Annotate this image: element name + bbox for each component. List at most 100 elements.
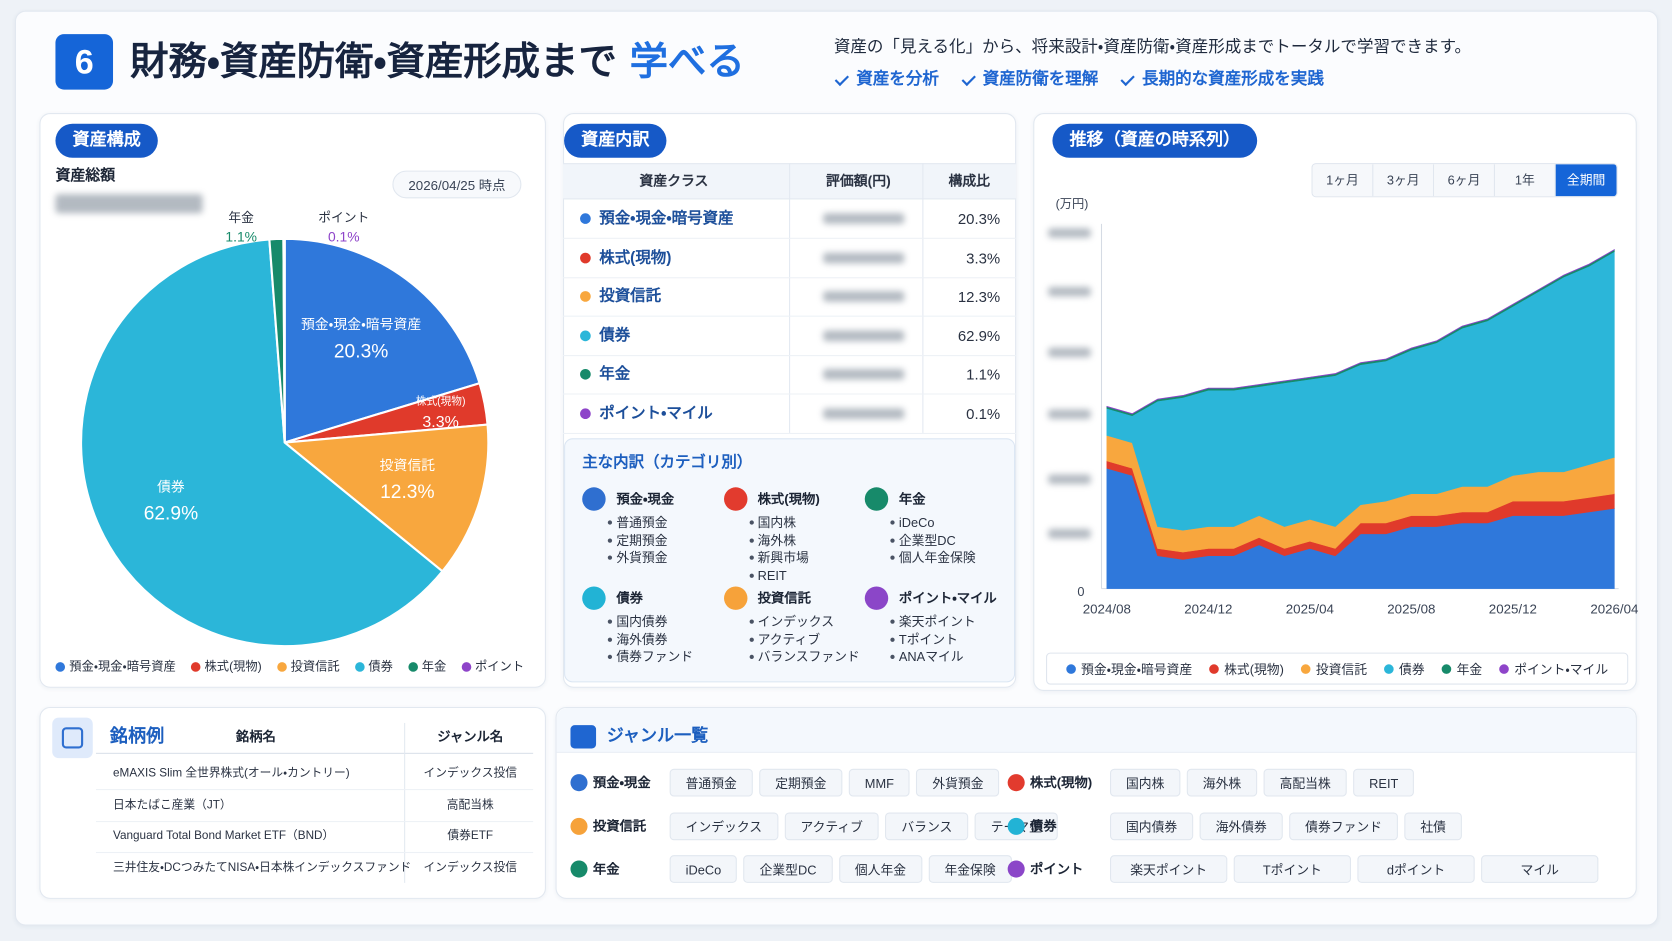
category-item: 普通預金 [616,515,668,530]
panel-title: 資産内訳 [564,123,667,158]
panel-title: 推移（資産の時系列） [1052,123,1258,158]
row-line [563,432,1017,434]
pie-slice [283,237,481,444]
range-button[interactable]: 1ヶ月 [1312,164,1374,197]
row-dot [580,252,591,263]
category-item: 楽天ポイント [898,614,976,630]
brands-icon [52,717,93,759]
genre-tag: アクティブ [784,811,879,840]
category-item: ANAマイル [898,649,964,665]
legend-item: ポイント・マイル [1499,660,1608,678]
legend-label: 投資信託 [290,661,340,674]
row-dot [580,408,591,420]
row-line [563,393,1017,395]
slice-value: 12.3% [380,482,434,503]
x-tick-label: 2024/08 [1083,601,1131,616]
highlight-text: 長期的な資産形成を実践 [1142,70,1324,89]
genre-tags: 楽天ポイント Tポイント dポイント マイル [1110,855,1599,883]
y-tick-blurred [1048,286,1091,297]
brand-name: 日本たばこ産業（JT） [113,798,232,811]
x-tick-label: 2025/12 [1489,601,1537,616]
trend-legend: 預金・現金・暗号資産 株式(現物) 投資信託 債券 年金 ポイント・マイル [1046,652,1629,685]
amount-blurred [823,369,905,381]
legend-dot [1384,663,1394,674]
legend-item: 株式(現物) [190,658,262,675]
row-dot [580,369,591,381]
y-tick-blurred [1048,347,1091,358]
category-item: 外貨預金 [616,550,668,566]
area-series [1106,248,1615,415]
y-tick-blurred [1048,474,1091,485]
category-item: REIT [757,567,787,583]
highlight-text: 資産を分析 [856,70,939,89]
item-bullet [890,637,895,642]
pie-legend: 預金・現金・暗号資産 株式(現物) 投資信託 債券 年金 ポイント [55,658,524,675]
item-bullet [607,637,613,642]
column-divider [922,163,924,433]
legend-dot [461,661,471,672]
legend-item: 株式(現物) [1209,660,1284,678]
column-header: ジャンル名 [437,729,504,745]
amount-blurred [823,252,905,263]
slice-value: 1.1% [225,228,257,244]
brand-name: 三井住友・DCつみたてNISA・日本株インデックスファンド [113,861,412,874]
genre-tag: 高配当株 [1263,768,1347,797]
category-item: 国内株 [757,515,797,530]
legend-label: 預金・現金・暗号資産 [1081,661,1193,677]
genre-tag: バランス [885,811,969,840]
genre-tag: 普通預金 [669,768,753,797]
ratio: 1.1% [966,366,1001,384]
legend-item: 投資信託 [1300,660,1367,678]
category-item: インデックス [757,614,834,630]
slice-label: 年金 [228,210,254,225]
legend-item: 債券 [354,658,393,675]
genre-tag: 国内債券 [1110,811,1194,840]
genre-tag: 債券ファンド [1289,811,1398,840]
slice-value: 62.9% [144,504,198,525]
category-item: 定期預金 [616,532,668,548]
brand-name: Vanguard Total Bond Market ETF（BND） [113,829,335,843]
asset-class: 投資信託 [599,288,662,306]
genre-tag: iDeCo [669,855,738,883]
x-tick-label: 2025/08 [1387,601,1435,616]
x-tick-label: 2026/04 [1590,601,1639,616]
range-button[interactable]: 1年 [1494,164,1556,197]
legend-label: 株式(現物) [204,661,262,674]
legend-label: 債券 [1399,661,1425,677]
category-name: 債券 [616,590,643,606]
legend-label: 株式(現物) [1224,661,1284,677]
range-button[interactable]: 6ヶ月 [1434,164,1495,197]
slice-value: 20.3% [334,341,388,362]
ratio: 12.3% [957,288,1001,306]
category-box [564,438,1016,683]
genre-tag: 定期預金 [759,768,843,797]
genre-tag: インデックス [669,811,779,840]
genre-tag: REIT [1353,768,1415,797]
genre-tag: 国内株 [1110,768,1181,797]
genre-icon [570,817,588,835]
category-title: 主な内訳（カテゴリ別） [582,454,753,472]
asset-class: 債券 [599,327,631,345]
item-bullet [749,555,754,560]
genre-name: 債券 [1030,818,1057,834]
category-icon [864,487,889,511]
highlight-text: 資産防衛を理解 [982,70,1099,89]
range-button[interactable]: 3ヶ月 [1373,164,1435,197]
category-item: 海外債券 [616,631,668,647]
genre-tag: 海外債券 [1199,811,1283,840]
amount-blurred [823,213,905,224]
range-buttons: 1ヶ月 3ヶ月 6ヶ月 1年 全期間 [1311,163,1618,198]
item-bullet [890,619,895,624]
header-line [95,752,534,754]
legend-item: ポイント [461,658,524,675]
range-button[interactable]: 全期間 [1555,164,1617,197]
genre-tag: dポイント [1357,855,1475,883]
category-name: 預金・現金 [616,491,675,507]
item-bullet [890,520,895,525]
pie-slice [281,423,490,573]
genre-name: ポイント [1030,861,1084,877]
legend-item: 年金 [1441,660,1482,678]
genre-tags: 国内債券 海外債券 債券ファンド 社債 [1110,811,1462,840]
ratio: 3.3% [966,249,1001,267]
highlights: 資産を分析 資産防衛を理解 長期的な資産形成を実践 [834,68,1324,91]
